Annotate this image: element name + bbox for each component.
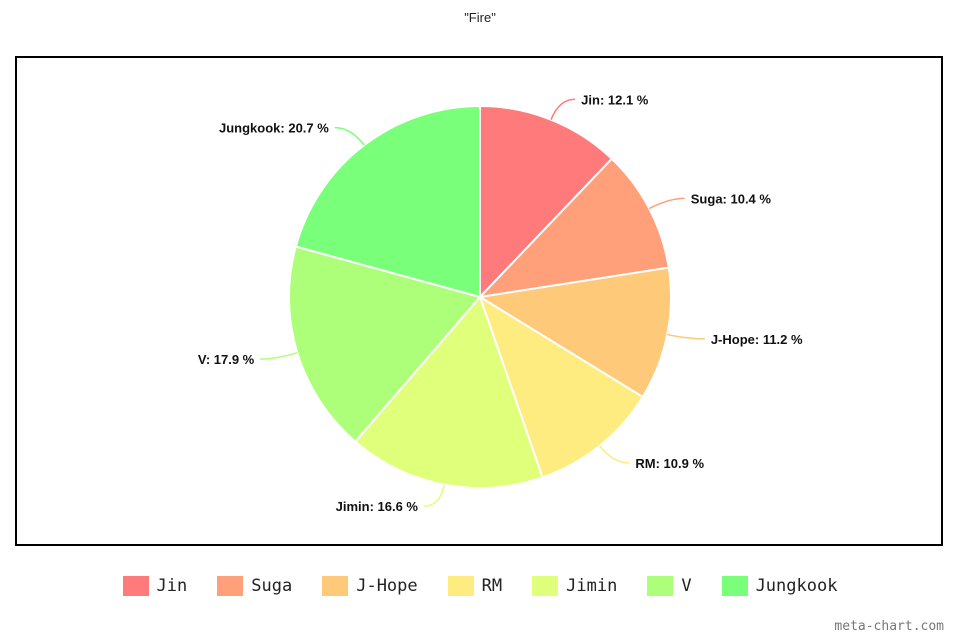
pie-slice-jimin [353, 295, 544, 489]
legend-label: V [681, 576, 692, 596]
leader-line-jin [550, 98, 576, 120]
legend-swatch [447, 576, 474, 596]
legend: Jin Suga J-Hope RM Jimin V Jungkook [0, 576, 960, 596]
pie-slice-v [288, 245, 482, 444]
slice-labels: Jin: 12.1 % Suga: 10.4 % J-Hope: 11.2 % RM:… [198, 92, 803, 514]
slice-label-jimin: Jimin: 16.6 % [336, 499, 419, 514]
legend-label: Jimin [566, 576, 618, 596]
pie-slice-suga [477, 157, 670, 299]
slice-label-j-hope: J-Hope: 11.2 % [711, 332, 803, 347]
legend-swatch [217, 576, 244, 596]
legend-item-suga: Suga [217, 576, 292, 596]
pie-slice-jin [479, 104, 614, 300]
watermark: meta-chart.com [834, 619, 944, 634]
legend-swatch [122, 576, 149, 596]
label-leader-lines [260, 98, 705, 507]
leader-line-v [260, 351, 298, 360]
pie-slice-j-hope [477, 266, 672, 399]
legend-label: Jungkook [755, 576, 838, 596]
leader-line-suga [648, 197, 685, 210]
chart-title: "Fire" [464, 10, 496, 25]
slice-label-v: V: 17.9 % [198, 352, 255, 367]
slice-label-suga: Suga: 10.4 % [691, 191, 772, 206]
legend-swatch [647, 576, 674, 596]
legend-swatch [532, 576, 559, 596]
legend-item-rm: RM [447, 576, 503, 596]
legend-swatch [721, 576, 748, 596]
plot-area [15, 56, 943, 546]
legend-label: Jin [156, 576, 188, 596]
legend-item-jungkook: Jungkook [721, 576, 838, 596]
legend-label: Suga [251, 576, 293, 596]
pie-slice-rm [478, 294, 645, 479]
legend-swatch [322, 576, 349, 596]
slice-label-jin: Jin: 12.1 % [581, 92, 649, 107]
slice-label-jungkook: Jungkook: 20.7 % [219, 121, 329, 136]
leader-line-jimin [423, 484, 445, 507]
legend-label: J-Hope [356, 576, 418, 596]
legend-item-j-hope: J-Hope [322, 576, 418, 596]
legend-item-jin: Jin [122, 576, 188, 596]
slice-label-rm: RM: 10.9 % [635, 456, 704, 471]
legend-item-v: V [647, 576, 692, 596]
leader-line-rm [599, 445, 630, 464]
leader-line-jungkook [334, 126, 365, 146]
legend-item-jimin: Jimin [532, 576, 617, 596]
pie-slice-jungkook [294, 104, 481, 299]
leader-line-j-hope [667, 333, 705, 340]
pie-slices [288, 104, 672, 489]
legend-label: RM [481, 576, 503, 596]
